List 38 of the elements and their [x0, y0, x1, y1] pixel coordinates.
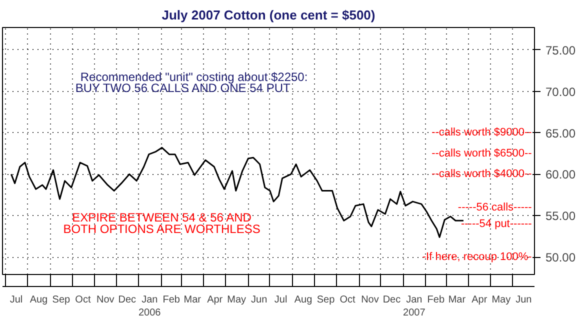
- x-tick-label: Jan 2007: [403, 294, 426, 319]
- x-tick-label: Jul: [274, 294, 288, 306]
- x-tick-label: Apr: [207, 294, 224, 306]
- x-tick-label: Mar: [448, 294, 466, 306]
- x-tick-label: Jul: [10, 294, 23, 306]
- x-tick-label: Jun: [516, 294, 532, 306]
- annotation: Recommended "unit" costing about $2250:: [80, 70, 308, 84]
- annotation: --calls worth $9000--: [432, 126, 532, 139]
- y-tick-label: 70.00: [546, 84, 576, 99]
- x-tick-label: Oct: [75, 294, 91, 306]
- x-tick-label: May: [227, 294, 246, 306]
- y-tick-label: 50.00: [546, 250, 576, 265]
- x-tick-label: Jun: [251, 294, 268, 306]
- annotation: --calls worth $4000--: [432, 168, 532, 180]
- y-tick-label: 55.00: [546, 209, 576, 224]
- x-tick-label: Apr: [472, 294, 488, 306]
- x-tick-label: May: [492, 294, 511, 306]
- x-tick-label: Aug: [294, 294, 312, 306]
- annotation: -If here, recoup 100%-: [422, 251, 532, 264]
- y-tick-label: 65.00: [546, 126, 576, 140]
- x-tick-label: Dec: [382, 294, 401, 306]
- annotation: -----54 put------: [460, 218, 532, 230]
- x-tick-label: Nov: [361, 294, 379, 306]
- x-tick-label: Oct: [340, 294, 356, 306]
- x-tick-label: Mar: [184, 294, 202, 306]
- x-tick-label: Aug: [30, 294, 48, 306]
- x-tick-label: Sep: [316, 294, 336, 306]
- x-tick-label: Nov: [96, 294, 114, 306]
- y-tick-label: 60.00: [546, 168, 576, 182]
- x-tick-label: Feb: [427, 294, 445, 306]
- annotation: --calls worth $6500--: [432, 147, 532, 160]
- x-tick-label: Jan 2006: [138, 294, 162, 319]
- x-tick-label: Dec: [118, 294, 136, 306]
- annotation: -----56 calls-----: [458, 201, 532, 214]
- x-tick-label: Feb: [162, 294, 180, 306]
- y-tick-label: 75.00: [546, 43, 576, 58]
- chart-title: July 2007 Cotton (one cent = $500): [162, 8, 376, 22]
- x-tick-label: Sep: [52, 294, 71, 306]
